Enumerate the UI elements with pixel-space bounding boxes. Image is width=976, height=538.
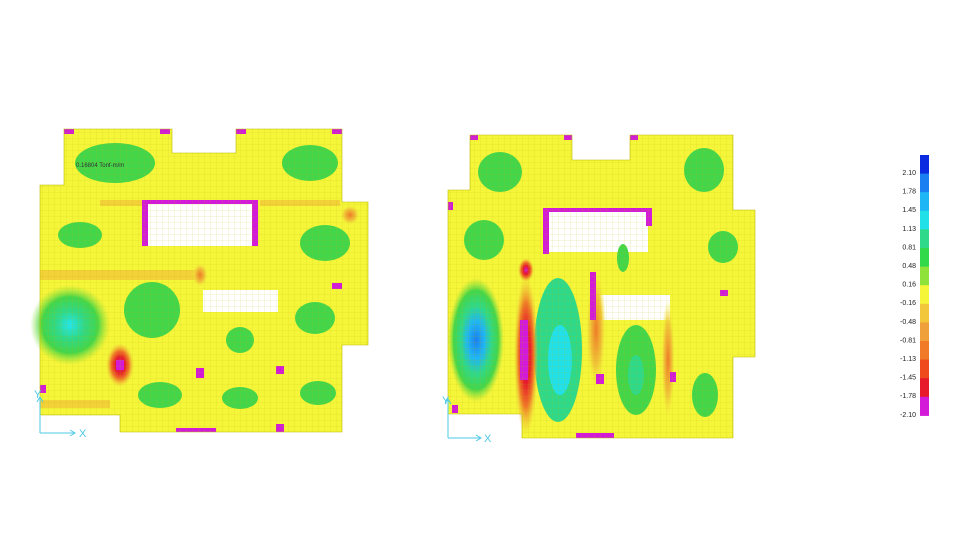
color-scale-swatch: [920, 173, 929, 193]
color-scale-swatch: [920, 396, 929, 416]
right-y-axis-label: Y: [442, 395, 450, 407]
color-scale-swatch: [920, 285, 929, 305]
color-scale-label: 0.48: [902, 263, 916, 270]
color-scale-label: -0.16: [900, 300, 916, 307]
color-scale-swatch: [920, 341, 929, 361]
color-scale-label: -1.78: [900, 393, 916, 400]
color-scale-swatch: [920, 155, 929, 175]
color-scale-label: 1.45: [902, 207, 916, 214]
color-scale-label: -0.48: [900, 319, 916, 326]
color-scale-swatch: [920, 303, 929, 323]
color-scale-swatch: [920, 359, 929, 379]
color-scale-swatch: [920, 248, 929, 268]
color-scale-swatch: [920, 378, 929, 398]
color-scale-swatch: [920, 210, 929, 230]
left-contour-plot: 0.16804 Tonf-m/m X Y: [30, 128, 369, 440]
right-axis-triad: X Y: [442, 395, 492, 445]
color-scale-label: 2.10: [902, 170, 916, 177]
color-scale-label: 0.16: [902, 282, 916, 289]
right-contour-plot: X Y: [442, 134, 756, 445]
color-scale-label: -2.10: [900, 412, 916, 419]
color-scale-label: -1.45: [900, 375, 916, 382]
left-annotation: 0.16804 Tonf-m/m: [76, 163, 124, 169]
color-scale-swatch: [920, 322, 929, 342]
left-axis-triad: X Y: [34, 389, 87, 440]
color-scale-label: 0.81: [902, 244, 916, 251]
color-scale-label: -1.13: [900, 356, 916, 363]
right-x-axis-label: X: [484, 433, 492, 445]
color-scale-swatch: [920, 266, 929, 286]
left-x-axis-label: X: [79, 428, 87, 440]
color-scale-legend: 2.10 1.78 1.45 1.13 0.81 0.48 0.16 -0.16 -0.48 -0…: [900, 155, 929, 419]
color-scale-label: 1.78: [902, 189, 916, 196]
left-y-axis-label: Y: [34, 389, 42, 401]
color-scale-label: -0.81: [900, 337, 916, 344]
color-scale-swatch: [920, 229, 929, 249]
color-scale-swatch: [920, 192, 929, 212]
color-scale-label: 1.13: [902, 226, 916, 233]
